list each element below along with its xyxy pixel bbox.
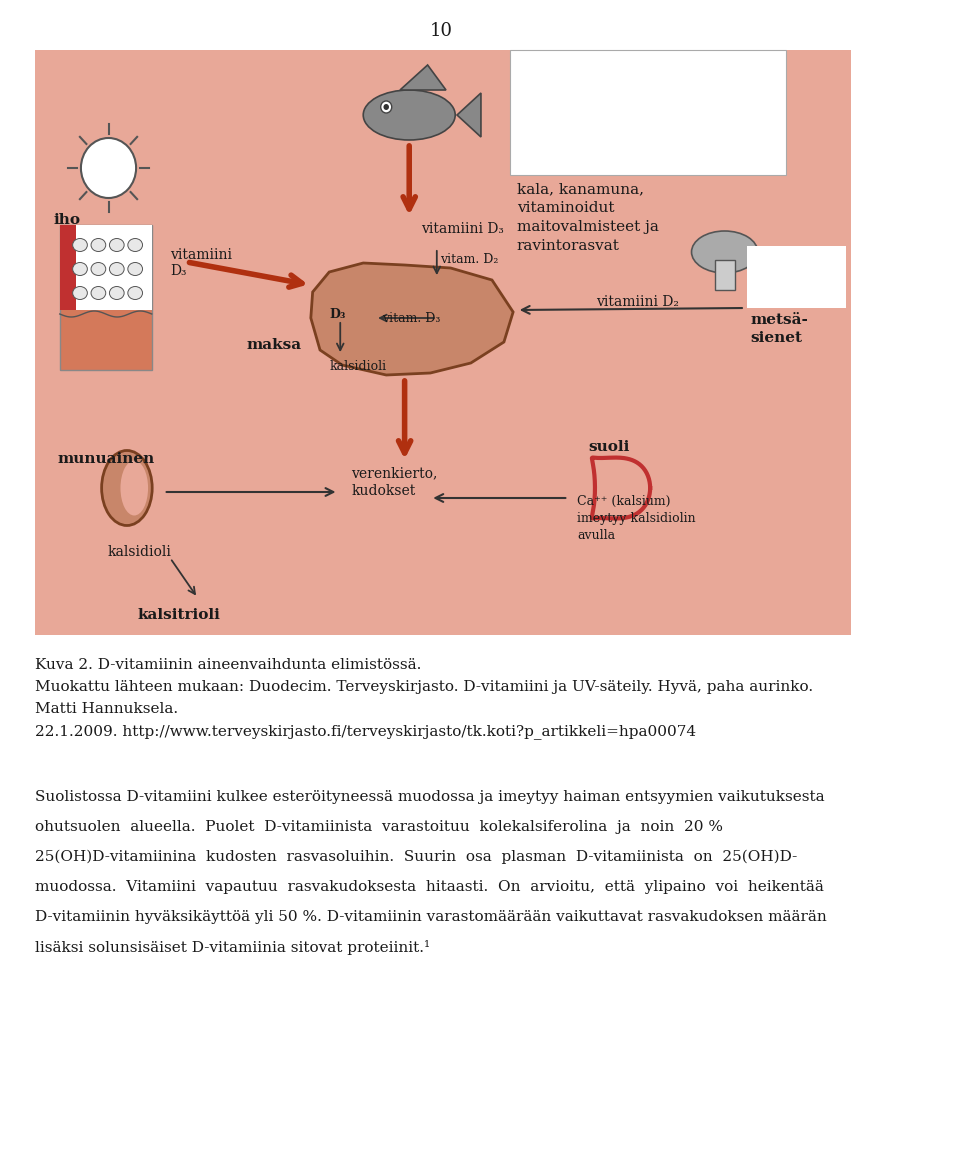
Text: munuainen: munuainen [57,452,155,466]
Text: kala, kanamuna,
vitaminoidut
maitovalmisteet ja
ravintorasvat: kala, kanamuna, vitaminoidut maitovalmis… [516,182,659,253]
FancyBboxPatch shape [60,224,152,310]
Ellipse shape [128,238,142,252]
Circle shape [381,101,392,113]
Ellipse shape [73,262,87,275]
Text: vitam. D₃: vitam. D₃ [382,312,440,325]
Circle shape [383,104,389,110]
Ellipse shape [128,287,142,299]
FancyBboxPatch shape [511,49,786,175]
Text: 10: 10 [430,22,453,40]
Text: Matti Hannuksela.: Matti Hannuksela. [35,702,178,716]
Text: kalsidioli: kalsidioli [329,360,386,373]
Ellipse shape [691,231,757,273]
Text: Suolistossa D-vitamiini kulkee esteröityneessä muodossa ja imeytyy haiman entsyy: Suolistossa D-vitamiini kulkee esteröity… [35,790,825,805]
Ellipse shape [91,262,106,275]
FancyBboxPatch shape [747,246,846,308]
Text: suoli: suoli [588,440,630,453]
Text: vitamiini
D₃: vitamiini D₃ [170,247,232,279]
Text: Ca⁺⁺ (kalsium)
imeytyy kalsidiolin
avulla: Ca⁺⁺ (kalsium) imeytyy kalsidiolin avull… [578,495,696,542]
Ellipse shape [91,287,106,299]
Circle shape [81,138,136,198]
Text: metsä-
sienet: metsä- sienet [751,313,808,345]
Text: vitamiini D₂: vitamiini D₂ [596,295,679,308]
Ellipse shape [109,262,124,275]
Text: vitam. D₂: vitam. D₂ [440,253,498,266]
Text: verenkierto,
kudokset: verenkierto, kudokset [351,466,438,498]
Ellipse shape [128,262,142,275]
Text: Muokattu lähteen mukaan: Duodecim. Terveyskirjasto. D-vitamiini ja UV-säteily. H: Muokattu lähteen mukaan: Duodecim. Terve… [35,680,813,694]
Text: lisäksi solunsisäiset D-vitamiinia sitovat proteiinit.¹: lisäksi solunsisäiset D-vitamiinia sitov… [35,940,430,955]
Polygon shape [311,262,514,375]
Text: D₃: D₃ [329,308,346,321]
Text: D-vitamiinin hyväksikäyttöä yli 50 %. D-vitamiinin varastomäärään vaikuttavat ra: D-vitamiinin hyväksikäyttöä yli 50 %. D-… [35,910,827,924]
Ellipse shape [102,450,153,526]
FancyBboxPatch shape [35,49,851,635]
Ellipse shape [91,238,106,252]
Ellipse shape [109,238,124,252]
Text: kalsitrioli: kalsitrioli [138,608,221,622]
Polygon shape [457,93,481,137]
Text: muodossa.  Vitamiini  vapautuu  rasvakudoksesta  hitaasti.  On  arvioitu,  että : muodossa. Vitamiini vapautuu rasvakudoks… [35,881,824,894]
FancyBboxPatch shape [714,260,734,290]
Text: 22.1.2009. http://www.terveyskirjasto.fi/terveyskirjasto/tk.koti?p_artikkeli=hpa: 22.1.2009. http://www.terveyskirjasto.fi… [35,724,696,739]
Text: kalsidioli: kalsidioli [108,546,172,559]
Text: 25(OH)D-vitamiinina  kudosten  rasvasoluihin.  Suurin  osa  plasman  D-vitamiini: 25(OH)D-vitamiinina kudosten rasvasoluih… [35,849,797,864]
Text: iho: iho [54,213,81,227]
Text: Kuva 2. D-vitamiinin aineenvaihdunta elimistössä.: Kuva 2. D-vitamiinin aineenvaihdunta eli… [35,658,421,672]
Ellipse shape [73,238,87,252]
Text: maksa: maksa [247,338,301,352]
FancyBboxPatch shape [60,224,152,369]
Ellipse shape [73,287,87,299]
Ellipse shape [120,460,148,516]
Text: vitamiini D₃: vitamiini D₃ [421,222,504,236]
FancyBboxPatch shape [60,224,77,310]
Ellipse shape [109,287,124,299]
Polygon shape [400,64,446,90]
Text: ohutsuolen  alueella.  Puolet  D-vitamiinista  varastoituu  kolekalsiferolina  j: ohutsuolen alueella. Puolet D-vitamiinis… [35,820,723,834]
Ellipse shape [363,90,455,140]
